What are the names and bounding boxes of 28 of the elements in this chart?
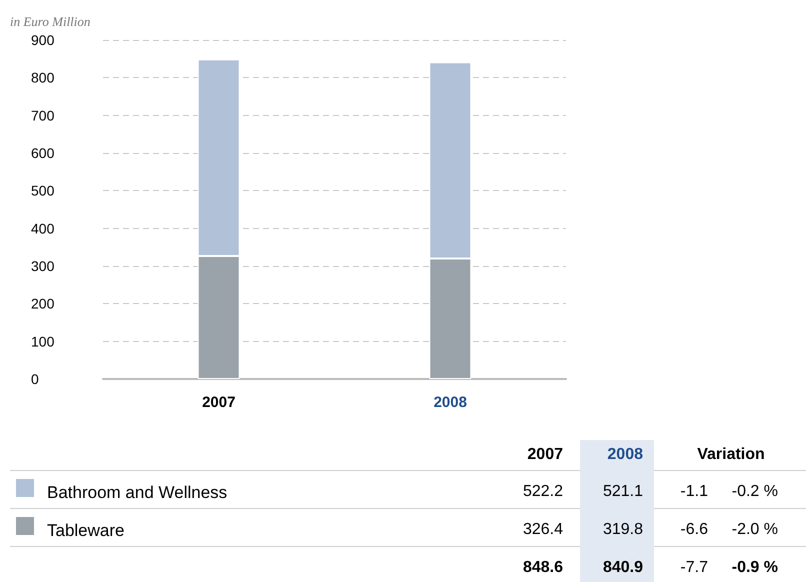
text: 326.4 (522, 521, 563, 539)
text: 522.2 (522, 483, 563, 501)
legend-label: Bathroom and Wellness (47, 483, 228, 503)
text: -0.2 % (732, 483, 778, 501)
text: -1.1 (680, 483, 708, 501)
y-tick-label: 700 (31, 107, 55, 124)
text: 521.1 (602, 483, 643, 501)
y-tick-label: 400 (31, 220, 55, 236)
y-tick-label: 0 (31, 371, 39, 387)
y-axis-title: in Euro Million (10, 14, 90, 30)
text: Variation (696, 446, 766, 464)
text: 848.6 (522, 559, 563, 576)
category-label: 2008 (607, 446, 643, 464)
y-tick-label: 200 (31, 296, 55, 312)
text: -6.6 (680, 521, 708, 539)
y-tick-label: 800 (31, 70, 55, 86)
y-tick-label: 500 (31, 182, 55, 199)
legend-label: Tableware (47, 521, 124, 541)
text: -0.9 % (732, 559, 778, 577)
category-label: 2007 (527, 446, 563, 464)
y-tick-label: 300 (31, 258, 55, 274)
text: 319.8 (602, 521, 643, 539)
y-tick-label: 100 (31, 333, 55, 350)
text: -7.7 (680, 559, 708, 577)
y-tick-label: 900 (31, 32, 55, 48)
text: 840.9 (602, 559, 643, 576)
text: -2.0 % (732, 521, 778, 539)
y-tick-label: 600 (31, 145, 55, 161)
